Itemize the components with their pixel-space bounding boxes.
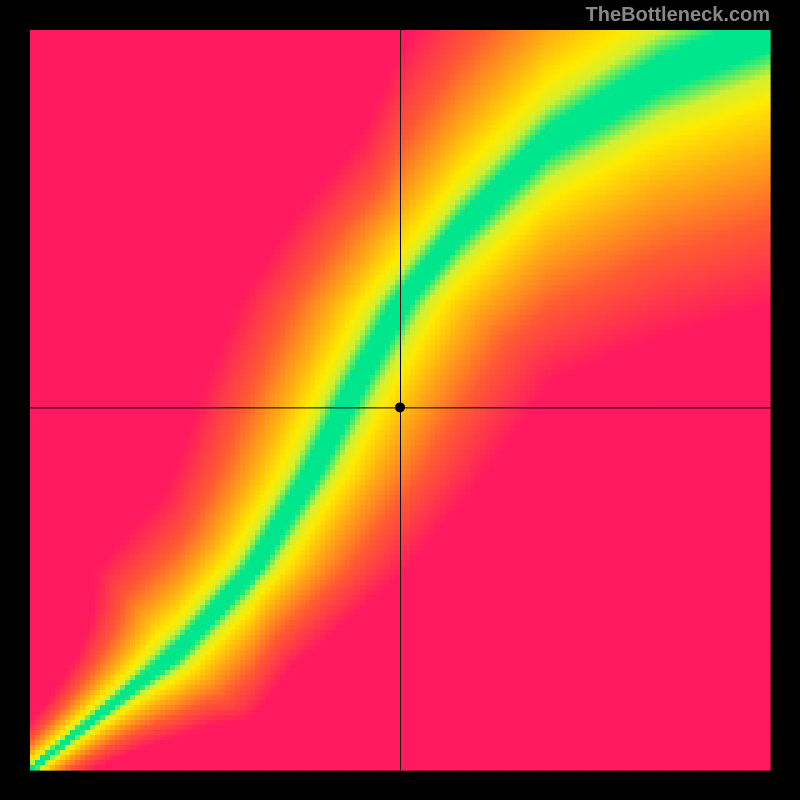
bottleneck-heatmap (0, 0, 800, 800)
watermark-text: TheBottleneck.com (586, 4, 770, 27)
